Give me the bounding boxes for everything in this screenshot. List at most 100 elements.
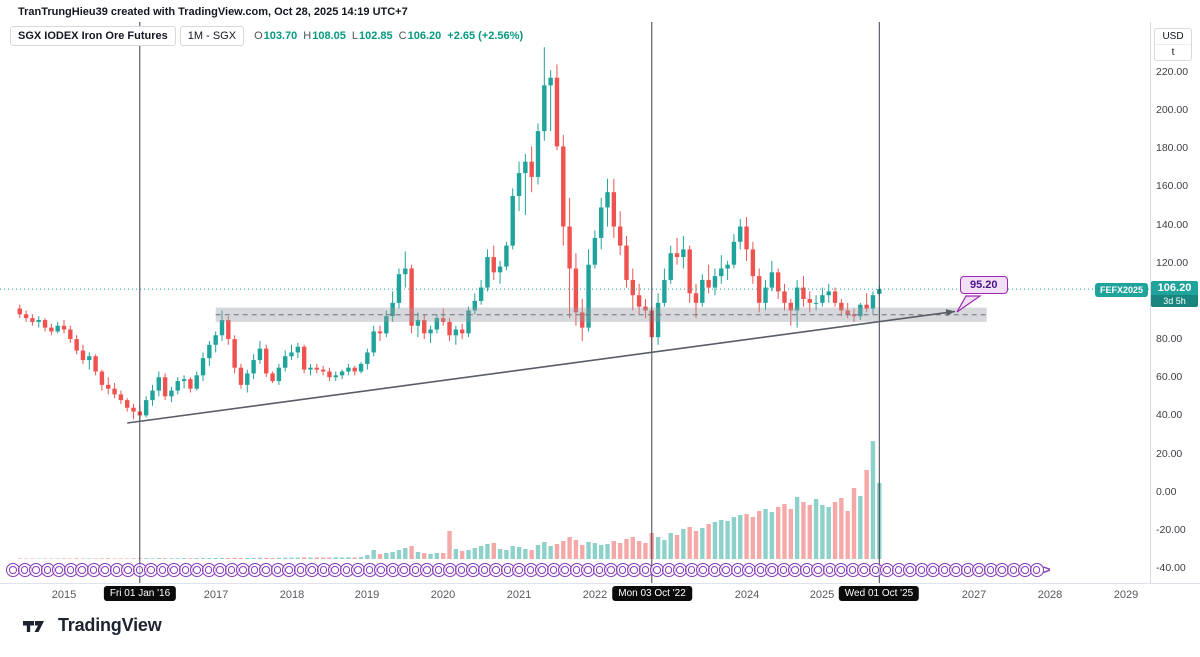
volume-bar [788,509,793,559]
swirl-icon[interactable] [983,562,998,577]
volume-bar [775,507,781,559]
volume-bar [561,541,566,559]
candle-body [864,304,869,309]
unit-currency-label[interactable]: USD [1162,31,1184,42]
swirl-icon[interactable] [937,562,952,577]
swirl-icon[interactable] [132,562,147,577]
emoji-strip[interactable]: > [6,561,1122,579]
candle-body [23,314,29,319]
swirl-icon[interactable] [742,562,756,577]
swirl-icon[interactable] [270,562,285,577]
candle-body [617,226,623,246]
swirl-icon[interactable] [477,562,492,577]
candle-body [674,253,680,258]
candle-body [118,394,124,401]
candle-body [219,320,225,336]
swirl-icon[interactable] [98,562,112,577]
volume-bar [169,558,174,559]
candle-body [371,331,376,353]
symbol-name[interactable]: SGX IODEX Iron Ore Futures [10,26,176,46]
strip-arrow-icon[interactable]: > [1043,562,1051,578]
candle-body [333,375,338,378]
candle-body [586,264,591,328]
tradingview-logo-icon[interactable] [22,616,50,636]
swirl-icon[interactable] [535,562,549,577]
volume-bar [226,558,231,559]
swirl-icon[interactable] [454,562,469,577]
bar-countdown: 3d 5h [1151,295,1198,307]
volume-bar [188,558,193,559]
swirl-icon[interactable] [362,562,377,577]
support-zone[interactable] [215,307,987,322]
trendline[interactable] [127,310,956,424]
ohlc-value: 108.05 [312,30,346,42]
volume-bar [68,558,73,559]
swirl-icon[interactable] [891,562,906,577]
swirl-icon[interactable] [788,562,802,577]
swirl-icon[interactable] [63,562,78,577]
candle-body [327,371,332,378]
tradingview-logo-text[interactable]: TradingView [58,615,162,635]
swirl-icon[interactable] [650,562,664,577]
swirl-icon[interactable] [857,562,871,577]
volume-bar [731,517,737,559]
x-axis-year: 2020 [430,589,456,601]
swirl-icon[interactable] [109,562,124,577]
volume-bar [80,558,86,559]
x-axis-year: 2015 [51,589,77,601]
swirl-icon[interactable] [684,562,699,577]
volume-bar [617,543,623,559]
swirl-icon[interactable] [236,562,250,577]
swirl-icon[interactable] [523,562,538,577]
swirl-icon[interactable] [443,562,457,577]
volume-bar [870,441,876,559]
volume-bar [504,550,509,559]
swirl-icon[interactable] [167,562,181,577]
swirl-icon[interactable] [673,562,687,577]
interval-exchange[interactable]: 1M - SGX [179,26,245,46]
pricescale-separator [1150,22,1151,583]
volume-bar [472,548,477,559]
swirl-icon[interactable] [489,562,503,577]
candle-body [358,363,364,372]
swirl-icon[interactable] [190,562,204,577]
swirl-icon[interactable] [1018,562,1032,577]
swirl-icon[interactable] [328,562,342,577]
volume-bar [510,546,515,559]
candle-body [542,85,547,132]
x-axis-year: 2018 [279,589,305,601]
swirl-icon[interactable] [558,562,572,577]
price-callout[interactable]: 95.20 [960,276,1008,294]
swirl-icon[interactable] [201,562,216,577]
swirl-icon[interactable] [822,562,837,577]
swirl-icon[interactable] [155,562,170,577]
ohlc-letter: L [351,30,359,42]
candle-body [245,373,250,385]
swirl-icon[interactable] [638,562,653,577]
volume-bar [131,558,136,559]
unit-measure-label[interactable]: t [1155,44,1191,60]
candle-body [567,226,572,269]
unit-selector[interactable]: USD t [1154,28,1192,61]
y-axis-tick: 0.00 [1156,486,1177,498]
swirl-icon[interactable] [385,562,400,577]
candle-body [150,390,155,401]
candle-body [763,287,768,303]
y-axis-tick: -40.00 [1156,562,1186,574]
volume-bar [580,545,585,559]
volume-bar [738,515,743,559]
volume-bar [693,531,699,559]
swirl-icon[interactable] [339,562,354,577]
swirl-icon[interactable] [753,562,768,577]
candle-body [561,146,566,227]
swirl-icon[interactable] [1029,562,1044,577]
volume-bar [156,558,161,559]
candle-body [352,367,357,372]
swirl-icon[interactable] [374,562,388,577]
candle-body [681,249,686,258]
swirl-icon[interactable] [811,562,825,577]
volume-bar [23,558,29,559]
candle-body [68,329,73,340]
